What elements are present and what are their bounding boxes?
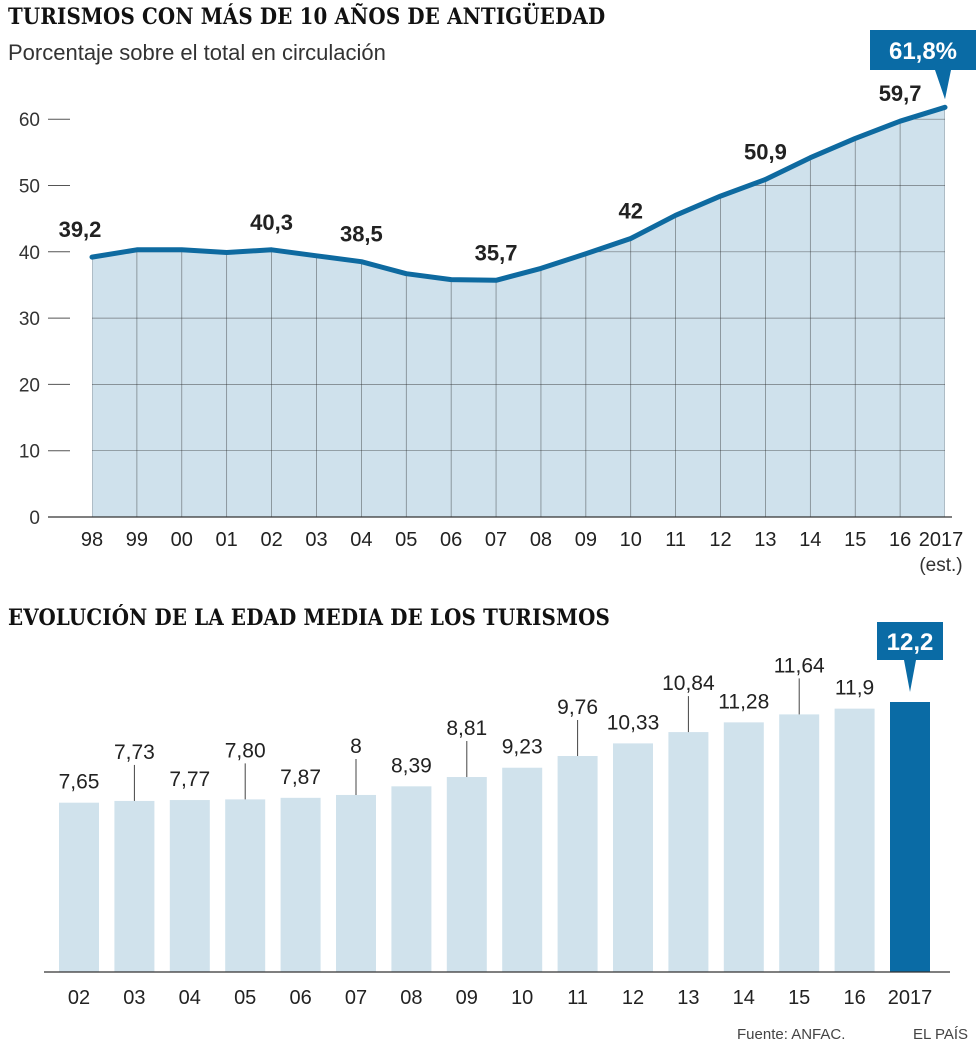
chart2-value-label: 7,77 [169, 768, 210, 791]
chart1-ytick-label: 50 [19, 177, 40, 198]
chart1-xtick-label: 13 [754, 529, 776, 551]
chart2-highlight-callout [877, 622, 943, 692]
chart2-bar [225, 799, 266, 972]
chart1-xtick-label: 02 [260, 529, 282, 551]
chart2-value-label: 11,28 [718, 690, 769, 713]
chart1-ytick-label: 10 [19, 442, 40, 463]
chart2-value-label: 8,39 [391, 754, 432, 777]
chart2-bar [779, 714, 820, 972]
chart1-xtick-label: 10 [620, 529, 642, 551]
chart1-data-label: 59,7 [879, 81, 922, 106]
chart2-value-label: 7,65 [59, 771, 100, 794]
chart2-bar [723, 722, 764, 972]
chart2-xtick-label: 09 [456, 987, 478, 1009]
chart2-bar [280, 797, 321, 972]
chart1-xtick-label: 09 [575, 529, 597, 551]
source-note: Fuente: ANFAC. [737, 1026, 846, 1043]
chart2-bar [169, 800, 210, 972]
chart2-bar [446, 777, 487, 972]
chart2-xtick-label: 14 [733, 987, 755, 1009]
chart1-ytick-label: 60 [19, 110, 40, 131]
chart2-bar [668, 732, 709, 972]
chart2-value-label: 8,81 [446, 717, 487, 740]
chart1-xtick-label: 00 [171, 529, 193, 551]
chart2-title: EVOLUCIÓN DE LA EDAD MEDIA DE LOS TURISM… [8, 605, 611, 631]
chart2-value-label: 11,9 [835, 677, 874, 700]
chart1-xtick-label: 98 [81, 529, 103, 551]
chart2-bar [890, 702, 930, 972]
chart2-xtick-label: 15 [788, 987, 810, 1009]
chart1-data-label: 50,9 [744, 140, 787, 165]
chart2-xtick-label: 16 [843, 987, 865, 1009]
chart1-data-label: 40,3 [250, 210, 293, 235]
chart1-area [92, 107, 945, 518]
chart2-xtick-label: 02 [68, 987, 90, 1009]
chart1-xtick-label: 05 [395, 529, 417, 551]
chart1-highlight-label: 61,8% [889, 38, 957, 65]
chart1-ytick-label: 0 [29, 508, 40, 529]
chart2-bar [557, 756, 598, 972]
chart1-xtick-label: 16 [889, 529, 911, 551]
chart1-ytick-label: 40 [19, 243, 40, 264]
chart2-highlight-label: 12,2 [887, 629, 934, 656]
chart2-xtick-label: 08 [400, 987, 422, 1009]
chart1-xtick-label: 15 [844, 529, 866, 551]
chart2-xtick-label: 03 [123, 987, 145, 1009]
chart1-xtick-label: 01 [216, 529, 238, 551]
chart1-xtick-label: 99 [126, 529, 148, 551]
chart2-bar [59, 802, 99, 972]
chart2-bar [502, 767, 543, 972]
chart2-value-label: 8 [350, 735, 362, 758]
chart2-xtick-label: 11 [567, 987, 588, 1009]
chart2-value-label: 7,73 [114, 741, 155, 764]
chart1-title: TURISMOS CON MÁS DE 10 AÑOS DE ANTIGÜEDA… [8, 4, 606, 30]
chart1-highlight-callout [870, 30, 976, 100]
chart1-series-line [89, 104, 948, 283]
chart2-value-label: 9,23 [502, 736, 543, 759]
chart2-value-label: 10,33 [607, 711, 660, 734]
chart2-bar [391, 786, 432, 972]
chart2-value-label: 9,76 [557, 696, 598, 719]
chart1-xtick-label: 2017 [919, 529, 964, 551]
chart1-data-label: 39,2 [59, 217, 102, 242]
chart2-bar [114, 800, 155, 972]
chart2-bar [834, 708, 875, 972]
chart1-ytick-label: 30 [19, 309, 40, 330]
chart2-xtick-label: 2017 [888, 987, 933, 1009]
chart2-value-label: 7,80 [225, 739, 266, 762]
chart1-xtick-note: (est.) [919, 555, 962, 576]
chart2-xtick-label: 04 [179, 987, 201, 1009]
chart1-data-label: 35,7 [475, 240, 518, 265]
chart1-xtick-label: 06 [440, 529, 462, 551]
chart2-value-label: 10,84 [662, 672, 715, 695]
chart2-xtick-label: 07 [345, 987, 367, 1009]
chart1-xtick-label: 04 [350, 529, 372, 551]
chart1-ytick-label: 20 [19, 375, 40, 396]
chart1-xtick-label: 03 [305, 529, 327, 551]
chart1-subtitle: Porcentaje sobre el total en circulación [8, 40, 386, 65]
publisher-brand: EL PAÍS [913, 1026, 969, 1043]
chart2-xtick-label: 12 [622, 987, 644, 1009]
chart1-xtick-label: 07 [485, 529, 507, 551]
chart1-xtick-label: 08 [530, 529, 552, 551]
chart2-xtick-label: 13 [677, 987, 699, 1009]
chart2-xtick-label: 05 [234, 987, 256, 1009]
chart1-data-label: 38,5 [340, 222, 383, 247]
chart2-bar [613, 743, 653, 972]
chart1-xtick-label: 14 [799, 529, 821, 551]
chart2-bar [336, 794, 376, 972]
chart2-xtick-label: 10 [511, 987, 533, 1009]
chart1-data-label: 42 [618, 199, 642, 224]
chart2-xtick-label: 06 [289, 987, 311, 1009]
chart2-value-label: 11,64 [774, 654, 825, 677]
chart2-value-label: 7,87 [280, 766, 321, 789]
chart1-xtick-label: 11 [665, 529, 686, 551]
chart1-xtick-label: 12 [709, 529, 731, 551]
